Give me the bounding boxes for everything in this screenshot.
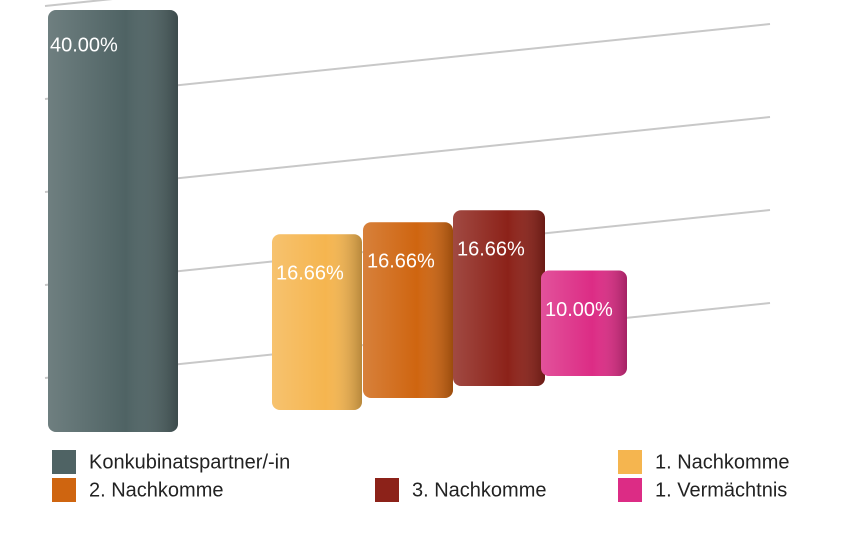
bar-shade xyxy=(48,10,178,432)
legend-label: 1. Nachkomme xyxy=(655,451,790,473)
legend-swatch xyxy=(52,450,76,474)
legend-swatch xyxy=(618,450,642,474)
value-label: 16.66% xyxy=(276,263,344,285)
bar-shade xyxy=(272,234,362,410)
legend-label: 1. Vermächtnis xyxy=(655,479,787,501)
value-label: 16.66% xyxy=(457,239,525,261)
value-label: 40.00% xyxy=(50,34,118,56)
bar-shade xyxy=(363,222,453,398)
value-label: 10.00% xyxy=(545,299,613,321)
legend-label: 3. Nachkomme xyxy=(412,479,547,501)
legend-label: Konkubinatspartner/-in xyxy=(89,451,290,473)
value-label: 16.66% xyxy=(367,251,435,273)
legend-swatch xyxy=(52,478,76,502)
legend-swatch xyxy=(375,478,399,502)
bar-shade xyxy=(453,210,545,386)
bar-shade xyxy=(541,270,627,376)
legend-label: 2. Nachkomme xyxy=(89,479,224,501)
legend-swatch xyxy=(618,478,642,502)
grid-line xyxy=(44,0,113,7)
